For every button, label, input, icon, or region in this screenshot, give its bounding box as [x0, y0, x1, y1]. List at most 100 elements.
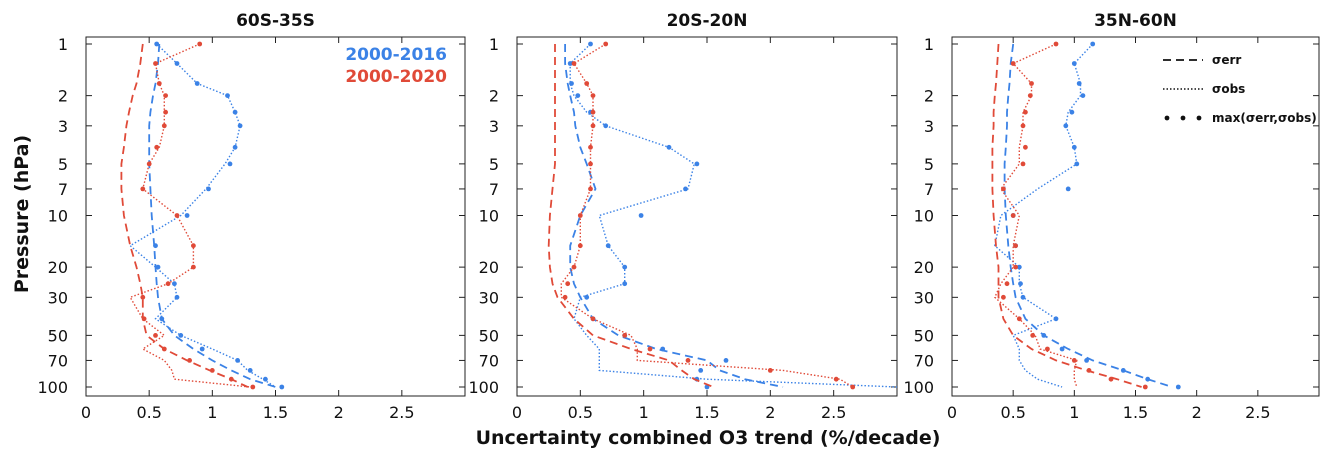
data-point-max-2000-2016: [584, 294, 590, 300]
series-line-obs-2000-2020: [993, 43, 1078, 388]
data-point-max-2000-2016: [174, 61, 180, 66]
data-point-max-2000-2016: [1090, 41, 1096, 47]
data-point-max-2000-2020: [1053, 41, 1059, 47]
data-point-max-2000-2020: [588, 144, 593, 150]
series-group: [991, 41, 1181, 390]
data-point-max-2000-2016: [1063, 123, 1069, 129]
x-tick-label: 2: [765, 403, 775, 422]
data-point-max-2000-2020: [565, 281, 571, 287]
data-point-max-2000-2016: [569, 81, 574, 86]
x-tick-label: 0: [947, 403, 957, 422]
data-point-max-2000-2016: [237, 123, 243, 129]
data-point-max-2000-2016: [1020, 294, 1026, 300]
x-tick-label: 2.5: [389, 403, 414, 422]
data-point-max-2000-2020: [685, 358, 691, 363]
data-point-max-2000-2016: [660, 346, 666, 352]
series-group: [120, 41, 285, 390]
data-point-max-2000-2016: [723, 358, 729, 363]
y-tick-label: 2: [924, 87, 934, 106]
series-line-err-2000-2020: [120, 43, 249, 388]
data-point-max-2000-2020: [161, 346, 167, 352]
data-point-max-2000-2016: [199, 346, 205, 352]
data-point-max-2000-2020: [1023, 109, 1028, 115]
data-point-max-2000-2020: [1029, 81, 1034, 86]
data-point-max-2000-2016: [1069, 109, 1075, 115]
data-point-max-2000-2020: [1023, 144, 1028, 150]
series-line-obs-2000-2016: [128, 43, 276, 388]
y-tick-label: 100: [37, 378, 68, 397]
data-point-max-2000-2016: [174, 294, 180, 300]
panel-1: 20S-20N 0 0.5 1 1.5 2 2.5 1 2 3 5 7 10 20 30 50 70 100: [468, 11, 898, 422]
data-point-max-2000-2016: [159, 316, 165, 322]
x-axis-label: Uncertainty combined O3 trend (%/decade): [476, 427, 941, 449]
data-point-max-2000-2020: [1004, 281, 1010, 287]
data-point-max-2000-2016: [184, 213, 190, 218]
plot-frame: [951, 36, 1320, 397]
data-point-max-2000-2020: [588, 186, 593, 192]
series-line-err-2000-2020: [991, 43, 1142, 388]
y-tick-label: 50: [479, 326, 499, 345]
series-line-err-2000-2016: [564, 44, 784, 388]
data-point-max-2000-2016: [194, 81, 200, 86]
panel-title: 60S-35S: [236, 11, 315, 31]
data-point-max-2000-2016: [247, 368, 253, 373]
data-point-max-2000-2016: [172, 281, 177, 287]
data-point-max-2000-2020: [140, 186, 146, 192]
x-tick-label: 0.5: [136, 403, 161, 422]
data-point-max-2000-2016: [1071, 61, 1077, 66]
data-point-max-2000-2020: [590, 93, 596, 98]
data-point-max-2000-2016: [698, 368, 704, 373]
y-tick-label: 70: [48, 351, 68, 370]
data-point-max-2000-2016: [155, 264, 161, 270]
data-point-max-2000-2016: [683, 186, 688, 192]
data-point-max-2000-2016: [206, 186, 211, 192]
data-point-max-2000-2020: [1016, 316, 1022, 322]
series-line-err-2000-2020: [547, 44, 714, 388]
y-tick-label: 20: [914, 258, 934, 277]
panel-2: 35N-60N 0 0.5 1 1.5 2 2.5 1 2 3 5 7 10 20 30 50 70 100: [903, 11, 1320, 422]
y-tick-label: 1: [924, 35, 934, 54]
data-point-max-2000-2020: [1142, 384, 1148, 390]
data-point-max-2000-2020: [191, 264, 196, 270]
data-point-max-2000-2020: [562, 294, 568, 300]
x-tick-label: 1.5: [1123, 403, 1148, 422]
data-point-max-2000-2020: [577, 213, 583, 218]
data-point-max-2000-2020: [571, 264, 577, 270]
legend-style-label-2: max(σerr,σobs): [1212, 111, 1317, 125]
y-tick-label: 5: [489, 155, 499, 174]
y-tick-label: 2: [489, 87, 499, 106]
panel-title: 35N-60N: [1094, 11, 1177, 31]
data-point-max-2000-2016: [622, 281, 628, 287]
data-point-max-2000-2016: [1175, 384, 1181, 390]
data-point-max-2000-2020: [146, 161, 152, 167]
x-tick-label: 2.5: [821, 403, 846, 422]
y-tick-label: 5: [58, 155, 68, 174]
data-point-max-2000-2020: [590, 316, 596, 322]
data-point-max-2000-2016: [1076, 81, 1082, 86]
x-tick-label: 2: [1192, 403, 1202, 422]
data-point-max-2000-2016: [235, 358, 241, 363]
data-point-max-2000-2020: [140, 294, 146, 300]
y-tick-label: 1: [489, 35, 499, 54]
data-point-max-2000-2016: [694, 161, 700, 167]
data-point-max-2000-2016: [1016, 264, 1022, 270]
series-line-err-2000-2016: [148, 43, 276, 388]
y-tick-label: 100: [903, 378, 934, 397]
x-tick-label: 0.5: [1000, 403, 1025, 422]
data-point-max-2000-2016: [1071, 144, 1077, 150]
data-point-max-2000-2020: [187, 358, 193, 363]
data-point-max-2000-2020: [590, 109, 596, 115]
data-point-max-2000-2020: [584, 81, 590, 86]
y-tick-label: 10: [479, 207, 499, 226]
y-tick-label: 10: [914, 207, 934, 226]
data-point-max-2000-2016: [227, 161, 233, 167]
data-point-max-2000-2020: [603, 41, 609, 47]
data-point-max-2000-2020: [1013, 243, 1018, 249]
data-point-max-2000-2020: [197, 41, 203, 47]
data-point-max-2000-2020: [153, 61, 158, 66]
data-point-max-2000-2016: [178, 333, 184, 338]
x-tick-label: 1: [207, 403, 217, 422]
x-tick-label: 1.5: [694, 403, 719, 422]
data-point-max-2000-2020: [174, 213, 180, 218]
